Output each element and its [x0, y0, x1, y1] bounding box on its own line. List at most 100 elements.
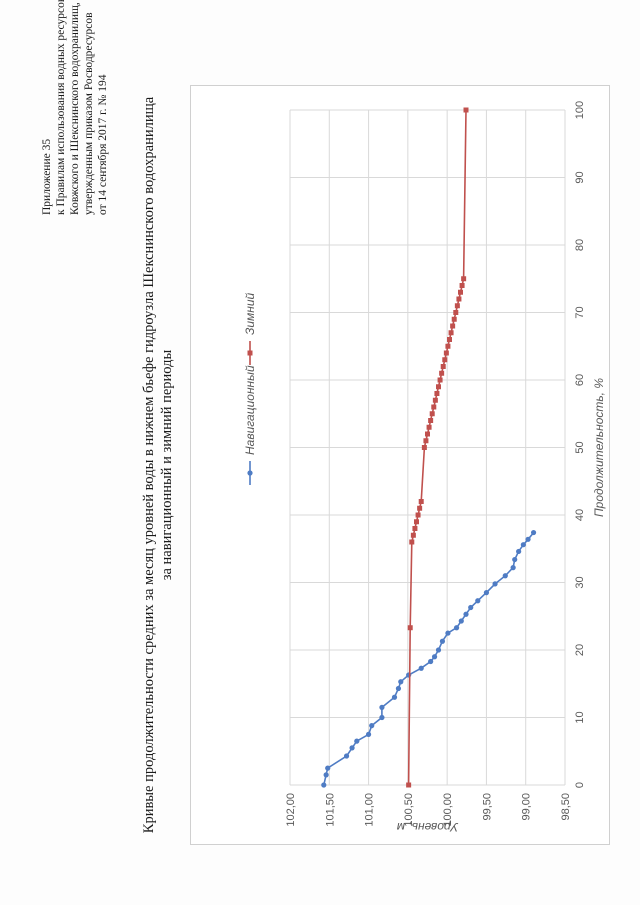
x-tick-label: 0	[574, 782, 586, 788]
legend-label: Навигационный	[243, 365, 257, 455]
winter-point	[442, 357, 448, 363]
navigation-point	[525, 536, 531, 542]
y-tick-label: 101,50	[324, 793, 336, 827]
navigation-point	[321, 782, 327, 788]
legend-swatch-marker	[247, 470, 253, 476]
winter-point	[456, 296, 462, 302]
y-tick-label: 99,00	[521, 793, 533, 821]
winter-point	[431, 404, 437, 410]
legend-label: Зимний	[243, 292, 257, 335]
winter-point	[414, 519, 419, 525]
winter-point	[453, 310, 459, 315]
appendix-note: Приложение 35 к Правилам использования в…	[40, 0, 110, 215]
x-tick-label: 50	[574, 441, 586, 453]
navigation-point	[435, 647, 442, 653]
appendix-line: утвержденным приказом Росводресурсов	[83, 12, 95, 215]
navigation-point	[354, 738, 360, 744]
navigation-point	[516, 548, 522, 555]
winter-point	[432, 397, 438, 403]
y-tick-label: 102,00	[285, 793, 297, 827]
legend: Навигационный Зимний	[243, 292, 257, 485]
navigation-point	[365, 731, 372, 737]
navigation-point	[492, 581, 498, 587]
winter-point	[454, 303, 460, 309]
navigation-point	[512, 556, 518, 563]
navigation-point	[510, 565, 516, 571]
appendix-line: к Правилам использования водных ресурсов	[55, 0, 67, 215]
navigation-series-line	[323, 532, 535, 786]
winter-point	[447, 337, 452, 342]
winter-point	[451, 316, 457, 322]
winter-point	[410, 532, 416, 538]
series	[321, 107, 537, 788]
navigation-point	[431, 654, 438, 660]
x-tick-label: 20	[574, 644, 586, 656]
winter-point	[409, 539, 415, 545]
x-tick-label: 100	[574, 101, 586, 119]
chart-border	[190, 85, 610, 845]
y-tick-label: 98,50	[560, 793, 572, 821]
winter-point	[407, 625, 413, 631]
winter-point	[415, 512, 421, 518]
navigation-point	[468, 604, 474, 611]
x-tick-label: 10	[574, 711, 586, 723]
navigation-point	[530, 529, 537, 536]
winter-point	[436, 384, 441, 390]
y-tick-label: 100,50	[403, 793, 415, 827]
chart-title: Кривые продолжительности средних за меся…	[140, 65, 176, 865]
winter-point	[461, 276, 467, 282]
y-axis-title: Уровень, м	[397, 820, 459, 834]
x-axis-title: Продолжительность, %	[592, 378, 606, 517]
navigation-point	[349, 745, 355, 751]
legend-swatch-marker	[247, 350, 253, 356]
navigation-point	[453, 625, 460, 631]
navigation-point	[391, 694, 398, 700]
y-tick-label: 99,50	[481, 793, 493, 821]
navigation-point	[520, 542, 526, 548]
navigation-point	[428, 658, 434, 665]
axes: 98,50 99,00 99,50 100,00 100,50 101,00 101,50 1…	[285, 101, 606, 834]
winter-point	[406, 782, 412, 788]
winter-point	[428, 418, 434, 423]
navigation-point	[439, 638, 446, 644]
navigation-point	[323, 772, 329, 778]
winter-point	[418, 499, 424, 504]
navigation-point	[395, 685, 402, 692]
winter-point	[448, 330, 454, 336]
winter-point	[459, 283, 465, 288]
winter-point	[437, 377, 443, 383]
winter-point	[458, 289, 463, 295]
x-tick-label: 40	[574, 509, 586, 521]
navigation-point	[379, 704, 385, 710]
chart-title-line: за навигационный и зимний периоды	[159, 349, 175, 581]
winter-point	[421, 445, 427, 450]
navigation-point	[483, 590, 490, 596]
x-tick-label: 30	[574, 576, 586, 588]
winter-point	[423, 438, 429, 444]
x-tick-label: 90	[574, 171, 586, 183]
navigation-point	[325, 765, 331, 771]
x-tick-label: 80	[574, 239, 586, 251]
navigation-point	[475, 598, 481, 604]
appendix-line: Ковжского и Шекснинского водохранилищ,	[69, 2, 81, 215]
navigation-point	[418, 665, 424, 671]
winter-point	[417, 505, 423, 511]
duration-curve-chart: 98,50 99,00 99,50 100,00 100,50 101,00 101,50 1…	[190, 85, 610, 845]
winter-point	[434, 391, 440, 396]
winter-point	[429, 411, 435, 417]
navigation-point	[379, 714, 385, 721]
winter-point	[425, 431, 430, 437]
appendix-line: от 14 сентября 2017 г. № 194	[97, 74, 109, 215]
winter-point	[445, 343, 451, 349]
winter-point	[426, 424, 432, 430]
winter-point	[463, 107, 469, 113]
chart-frame: 98,50 99,00 99,50 100,00 100,50 101,00 101,50 1…	[190, 85, 610, 845]
x-tick-label: 60	[574, 374, 586, 386]
chart-title-line: Кривые продолжительности средних за меся…	[141, 96, 157, 834]
y-tick-label: 101,00	[364, 793, 376, 827]
navigation-point	[343, 753, 350, 759]
navigation-point	[463, 611, 469, 617]
y-tick-label: 100,00	[442, 793, 454, 827]
